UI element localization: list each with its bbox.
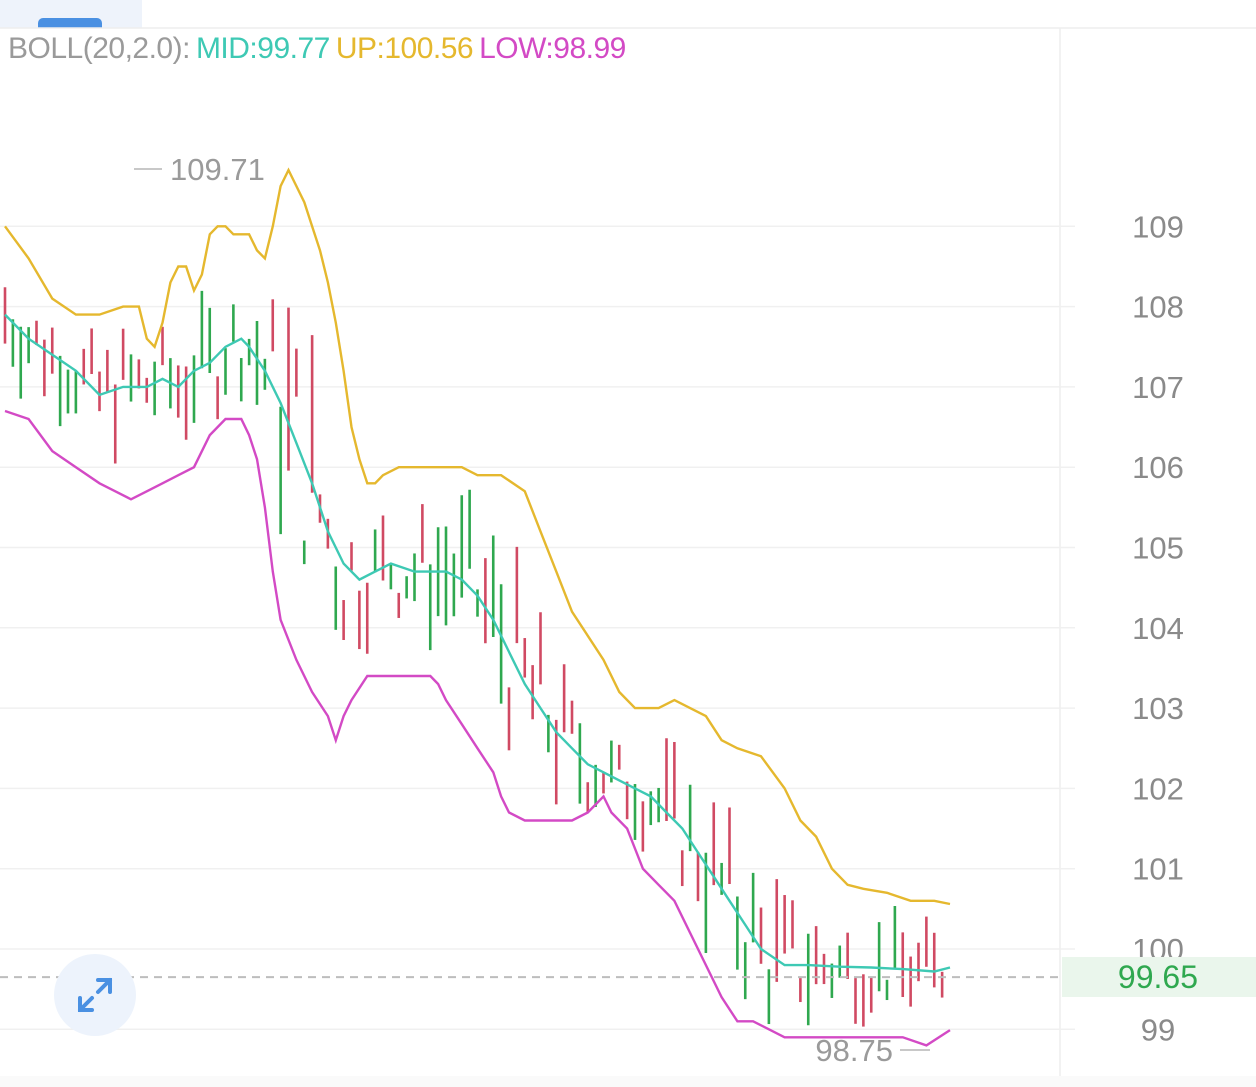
y-tick-label: 108 (1132, 290, 1184, 325)
y-tick-label: 101 (1132, 852, 1184, 887)
bollinger-bands (0, 167, 1060, 1047)
extreme-markers: 109.71 98.75 (134, 152, 930, 1068)
lower-band-line (4, 409, 951, 1047)
top-tab[interactable] (0, 0, 142, 28)
y-tick-label: 107 (1132, 370, 1184, 405)
bottom-strip (0, 1076, 1256, 1087)
y-tick-label: 102 (1132, 771, 1184, 806)
expand-arrows-icon (78, 978, 112, 1012)
max-price-label: 109.71 (170, 152, 265, 187)
y-tick-label: 99 (1141, 1012, 1175, 1047)
y-tick-label: 105 (1132, 531, 1184, 566)
candles (3, 287, 944, 1027)
expand-button[interactable] (54, 954, 136, 1036)
min-price-label: 98.75 (815, 1033, 893, 1068)
y-tick-label: 109 (1132, 209, 1184, 244)
boll-indicator-legend: BOLL(20,2.0): MID:99.77 UP:100.56 LOW:98.99 (8, 32, 626, 66)
indicator-name: BOLL(20,2.0): (8, 32, 190, 65)
upper-band-line (4, 167, 951, 906)
y-tick-label: 104 (1132, 611, 1184, 646)
indicator-up: UP:100.56 (335, 32, 474, 65)
grid-lines (0, 27, 1256, 1076)
y-tick-label: 106 (1132, 450, 1184, 485)
y-tick-label: 103 (1132, 691, 1184, 726)
indicator-mid: MID:99.77 (195, 32, 330, 65)
current-price-tag: 99.65 (1062, 957, 1256, 997)
active-tab-indicator (38, 18, 102, 28)
indicator-low: LOW:98.99 (479, 32, 626, 65)
mid-band-line (4, 313, 951, 973)
